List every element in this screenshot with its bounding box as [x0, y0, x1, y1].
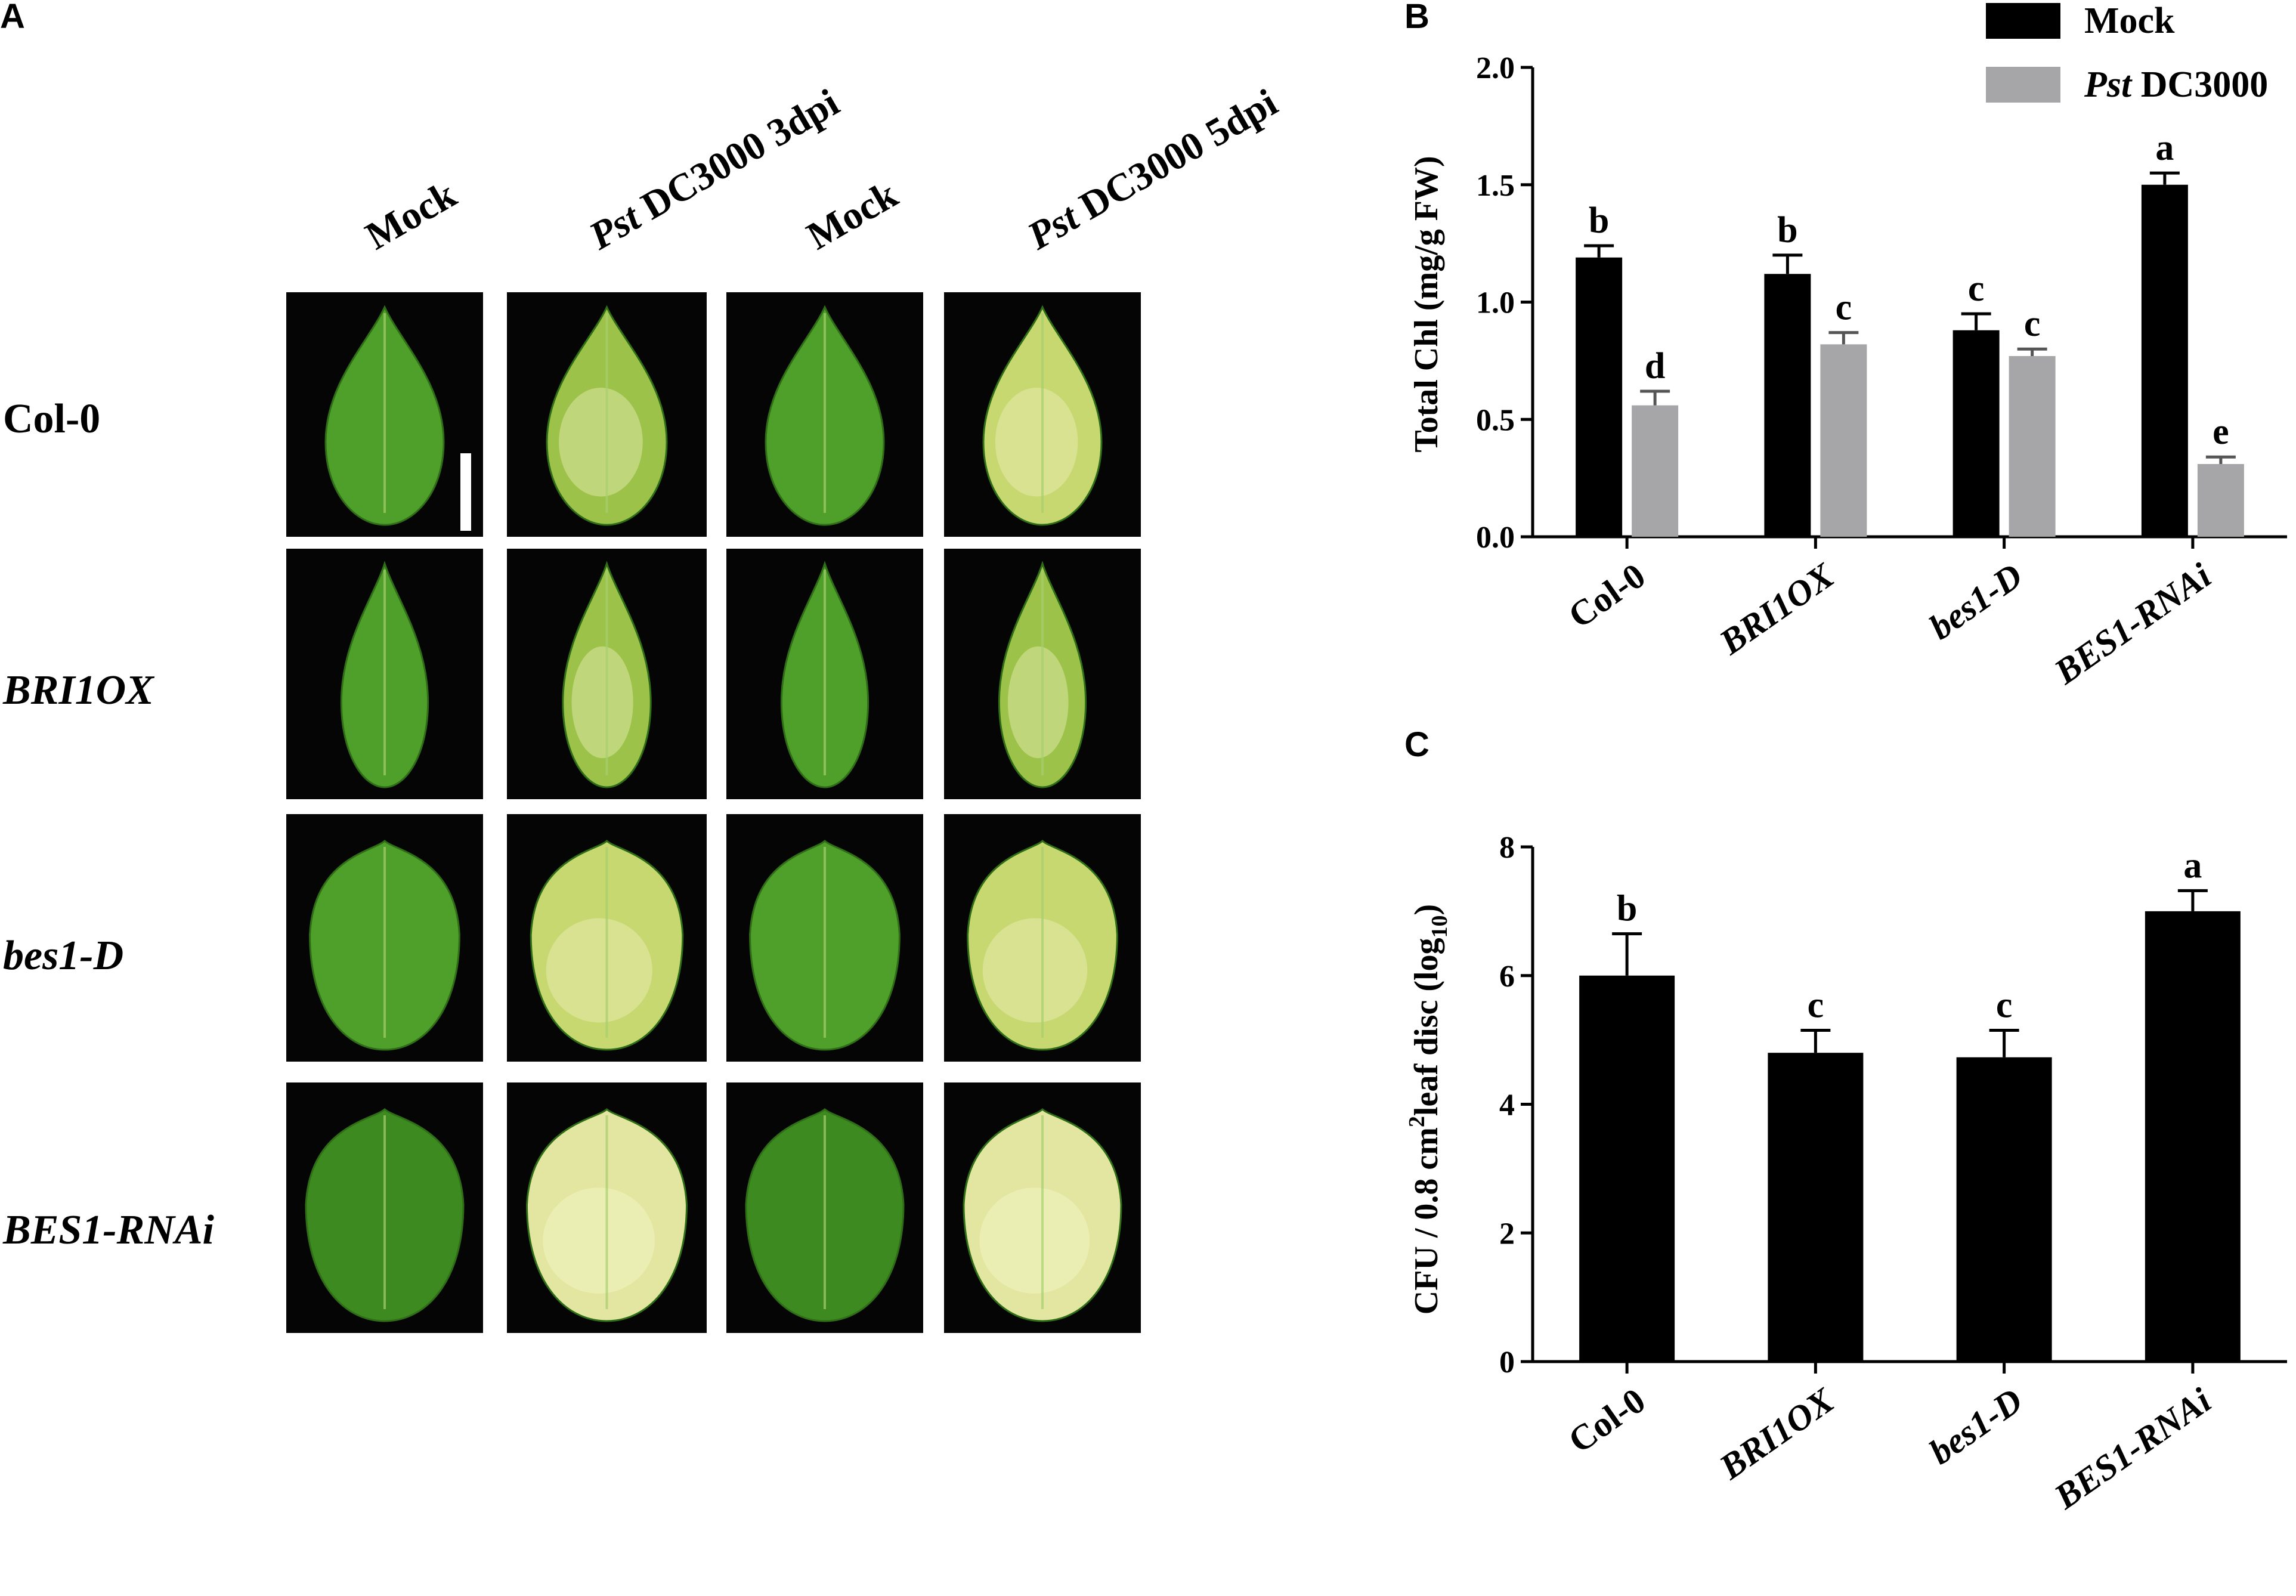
significance-letter: a — [2183, 845, 2202, 886]
bar — [2145, 911, 2241, 1362]
x-tick-label: Col-0 — [1561, 556, 1653, 636]
significance-letter: b — [1589, 200, 1609, 241]
y-tick-label: 1.0 — [1476, 286, 1515, 320]
row-label: BES1-RNAi — [2, 1207, 215, 1253]
row-label: bes1-D — [3, 933, 123, 979]
bar — [2141, 184, 2188, 537]
significance-letter: b — [1777, 210, 1797, 250]
y-tick-label: 2 — [1499, 1217, 1515, 1251]
bar — [1579, 975, 1675, 1362]
x-tick-label: bes1-D — [1922, 1381, 2029, 1472]
bar — [2009, 356, 2056, 537]
x-tick-label: BRI1OX — [1712, 555, 1842, 662]
significance-letter: a — [2155, 128, 2174, 168]
chlorotic-patch — [979, 1187, 1090, 1294]
legend-swatch — [1986, 3, 2060, 39]
y-tick-label: 0 — [1499, 1346, 1515, 1380]
chlorotic-patch — [543, 1187, 655, 1294]
y-tick-label: 6 — [1499, 960, 1515, 994]
legend-label: Mock — [2084, 1, 2175, 41]
significance-letter: c — [1836, 287, 1852, 328]
significance-letter: d — [1645, 346, 1665, 386]
column-header: Mock — [358, 172, 463, 258]
x-tick-label: bes1-D — [1922, 556, 2029, 647]
legend-label: Pst DC3000 — [2084, 64, 2268, 105]
panel-b-letter: B — [1404, 0, 1429, 36]
bar — [1768, 1053, 1864, 1362]
x-tick-label: BES1-RNAi — [2047, 1380, 2218, 1517]
bar — [1632, 405, 1679, 537]
x-tick-label: BRI1OX — [1712, 1380, 1842, 1487]
bar — [1576, 257, 1623, 537]
panel-c-cfu-chart: 0 2 4 6 8 b Col-0 c BRI1OX c bes1-D a BES1-RNAi CFU /… — [1404, 831, 2287, 1517]
significance-letter: c — [2024, 304, 2041, 344]
panel-c-letter: C — [1404, 725, 1429, 764]
bar — [1764, 274, 1811, 537]
y-tick-label: 0.5 — [1476, 403, 1515, 437]
significance-letter: c — [1968, 268, 1985, 309]
significance-letter: c — [1808, 985, 1824, 1025]
chlorotic-patch — [559, 388, 643, 497]
column-header: Mock — [800, 172, 905, 258]
bar — [2197, 464, 2244, 537]
significance-letter: e — [2213, 412, 2229, 452]
y-tick-label: 4 — [1499, 1088, 1515, 1122]
chlorotic-patch — [546, 918, 652, 1023]
column-header: Pst DC3000 5dpi — [1020, 81, 1285, 258]
y-tick-label: 0.0 — [1476, 521, 1515, 555]
panel-a-letter: A — [0, 0, 25, 36]
y-tick-label: 2.0 — [1476, 51, 1515, 85]
chlorotic-patch — [571, 646, 633, 759]
bar — [1820, 344, 1867, 537]
chlorotic-patch — [995, 388, 1078, 497]
bar — [1952, 330, 2000, 537]
chlorotic-patch — [1007, 646, 1069, 759]
significance-letter: c — [1996, 985, 2013, 1025]
y-axis-label: Total Chl (mg/g FW) — [1408, 156, 1445, 452]
significance-letter: b — [1617, 889, 1637, 929]
bar — [1956, 1057, 2052, 1362]
x-tick-label: BES1-RNAi — [2047, 555, 2218, 692]
row-label: Col-0 — [3, 396, 100, 442]
scale-bar — [460, 453, 471, 531]
legend-swatch — [1986, 67, 2060, 103]
y-axis-label: CFU / 0.8 cm2leaf disc (log10) — [1404, 904, 1452, 1314]
row-label: BRI1OX — [2, 667, 155, 713]
y-tick-label: 1.5 — [1476, 169, 1515, 203]
panel-b-chlorophyll-chart: 0.00.51.01.52.0bdCol-0bcBRI1OXccbes1-Dae… — [1408, 1, 2287, 692]
y-tick-label: 8 — [1499, 831, 1515, 865]
x-tick-label: Col-0 — [1561, 1381, 1653, 1461]
chlorotic-patch — [982, 918, 1088, 1023]
